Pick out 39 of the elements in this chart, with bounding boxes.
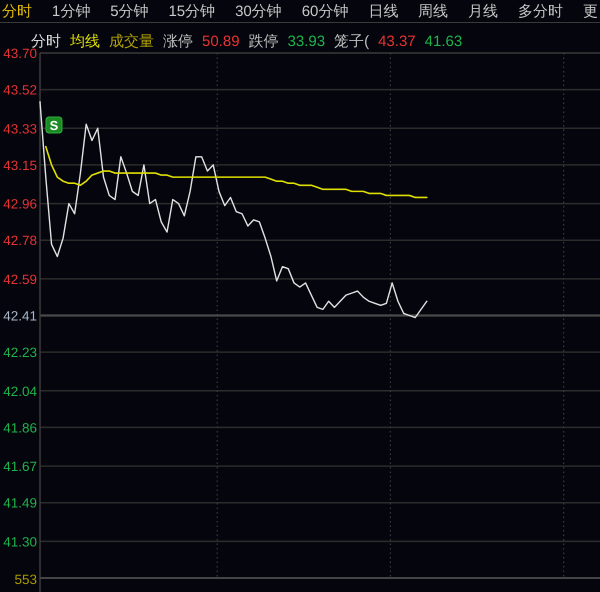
y-tick-label: 41.49 bbox=[3, 496, 37, 511]
annotation: S bbox=[50, 118, 59, 133]
text: 50.89 bbox=[202, 33, 240, 50]
y-tick-label: 41.67 bbox=[3, 459, 37, 474]
y-tick-label: 42.96 bbox=[3, 196, 37, 212]
text: 成交量 bbox=[109, 33, 154, 50]
text: 更 bbox=[583, 3, 598, 20]
text: 涨停 bbox=[163, 33, 193, 50]
y-tick-label: 41.86 bbox=[3, 420, 37, 436]
text: 60分钟 bbox=[302, 3, 348, 20]
y-tick-label: 43.33 bbox=[3, 121, 37, 136]
text: 月线 bbox=[468, 3, 498, 20]
text: 多分时 bbox=[518, 3, 564, 20]
y-tick-label: 42.41 bbox=[3, 308, 37, 324]
y-tick-label: 42.23 bbox=[3, 345, 37, 360]
y-tick-label: 42.78 bbox=[3, 233, 37, 248]
text: 41.63 bbox=[424, 33, 462, 50]
text: 分时 bbox=[31, 33, 61, 50]
text: 553 bbox=[14, 572, 37, 587]
text: 43.37 bbox=[378, 33, 416, 50]
text: 跌停 bbox=[248, 33, 279, 50]
text: 15分钟 bbox=[168, 3, 216, 20]
y-tick-label: 42.04 bbox=[3, 384, 38, 399]
line-series bbox=[44, 146, 428, 198]
text: 笼子( bbox=[334, 33, 370, 50]
text: 30分钟 bbox=[235, 3, 282, 20]
y-tick-label: 43.15 bbox=[3, 158, 37, 173]
text: 1分钟 bbox=[52, 3, 90, 20]
text: 分时 bbox=[2, 3, 32, 20]
text: 33.93 bbox=[288, 33, 326, 50]
y-tick-label: 41.30 bbox=[3, 534, 37, 550]
text: 周线 bbox=[418, 3, 448, 20]
text: 日线 bbox=[368, 3, 398, 20]
text: 5分钟 bbox=[110, 3, 149, 20]
y-tick-label: 43.52 bbox=[3, 82, 37, 98]
annotation-badge: S bbox=[46, 116, 62, 134]
line-series bbox=[39, 101, 428, 318]
text: 均线 bbox=[69, 33, 100, 50]
y-tick-label: 42.59 bbox=[3, 272, 37, 287]
